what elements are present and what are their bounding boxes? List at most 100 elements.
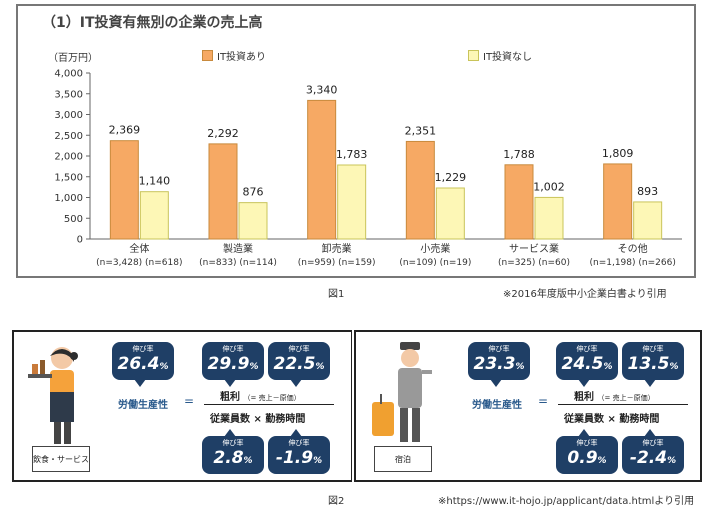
equals-sign: =	[538, 394, 549, 408]
bar-value-label: 1,229	[435, 171, 467, 184]
chart-title: （1）IT投資有無別の企業の売上高	[42, 15, 263, 31]
numerator-label: 粗利	[220, 392, 240, 403]
bar-value-label: 3,340	[306, 83, 338, 96]
percent-sign: %	[243, 456, 253, 466]
productivity-panel-lodging: 宿泊 伸び率 23.3% 労働生産性 = 伸び率 24.5% 伸び率 13.5%…	[354, 330, 702, 482]
bar-value-label: 876	[243, 186, 264, 199]
bellhop-illustration-icon	[372, 342, 432, 442]
growth-label: 伸び率	[576, 345, 598, 353]
growth-label: 伸び率	[488, 345, 510, 353]
growth-value: 2.8	[213, 448, 244, 468]
percent-sign: %	[315, 362, 325, 372]
bar-value-label: 2,292	[207, 127, 239, 140]
fraction-line	[558, 404, 688, 405]
figure1-caption: 図1	[328, 289, 345, 300]
figure1-source: ※2016年度版中小企業白書より引用	[503, 289, 667, 300]
growth-bubble-employees: 伸び率 2.8%	[202, 429, 264, 474]
legend-label-it-yes: IT投資あり	[217, 52, 267, 63]
bar-value-label: 1,140	[139, 175, 171, 188]
category-sample-size: (n=833) (n=114)	[199, 258, 277, 268]
figure2-source: ※https://www.it-hojo.jp/applicant/data.h…	[438, 496, 695, 507]
legend-it-no: IT投資なし	[468, 48, 532, 63]
growth-bubble-sales-cost: 伸び率 22.5%	[268, 342, 330, 387]
growth-value: -1.9	[275, 448, 314, 468]
percent-sign: %	[159, 362, 169, 372]
growth-label: 伸び率	[288, 439, 310, 447]
y-tick-label: 0	[77, 235, 83, 246]
growth-value: 22.5	[273, 354, 316, 374]
y-axis-unit: （百万円）	[48, 52, 98, 64]
bar-it-no	[238, 202, 268, 240]
growth-label: 伸び率	[642, 439, 664, 447]
growth-bubble-gross-profit: 伸び率 29.9%	[202, 342, 264, 387]
percent-sign: %	[669, 362, 679, 372]
legend-swatch-it-yes	[202, 50, 213, 61]
growth-value: 23.3	[473, 354, 516, 374]
bar-value-label: 2,369	[109, 124, 141, 137]
growth-value: -2.4	[629, 448, 668, 468]
category-label: サービス業	[509, 242, 559, 255]
growth-label: 伸び率	[576, 439, 598, 447]
growth-bubble-productivity: 伸び率 23.3%	[468, 342, 530, 387]
numerator: 粗利 （= 売上－原価）	[220, 388, 301, 403]
percent-sign: %	[597, 456, 607, 466]
numerator-note: （= 売上－原価）	[243, 394, 301, 402]
bar-it-yes	[109, 140, 139, 240]
numerator-label: 粗利	[574, 392, 594, 403]
growth-bubble-hours: 伸び率 -1.9%	[268, 429, 330, 474]
category-sample-size: (n=325) (n=60)	[498, 258, 570, 268]
category-sample-size: (n=1,198) (n=266)	[589, 258, 675, 268]
category-label: 卸売業	[322, 242, 352, 255]
percent-sign: %	[667, 456, 677, 466]
figure1-frame: （1）IT投資有無別の企業の売上高 IT投資あり IT投資なし （百万円） 0 50…	[16, 4, 696, 278]
y-tick-label: 2,500	[54, 131, 83, 142]
growth-label: 伸び率	[288, 345, 310, 353]
percent-sign: %	[313, 456, 323, 466]
growth-bubble-sales-cost: 伸び率 13.5%	[622, 342, 684, 387]
productivity-label: 労働生産性	[472, 400, 522, 411]
bar-it-no	[337, 164, 367, 240]
bar-it-yes	[208, 143, 238, 240]
bar-it-no	[435, 187, 465, 240]
growth-value: 13.5	[627, 354, 670, 374]
category-sample-size: (n=109) (n=19)	[399, 258, 471, 268]
category-label: 小売業	[420, 242, 450, 255]
bar-it-yes	[405, 140, 435, 240]
y-tick-label: 1,500	[54, 172, 83, 183]
growth-value: 24.5	[561, 354, 604, 374]
growth-label: 伸び率	[132, 345, 154, 353]
industry-tag: 宿泊	[374, 446, 432, 472]
growth-label: 伸び率	[222, 345, 244, 353]
y-tick-label: 2,000	[54, 152, 83, 163]
bar-it-yes	[307, 99, 337, 240]
bar-value-label: 2,351	[405, 124, 437, 137]
percent-sign: %	[515, 362, 525, 372]
bar-it-yes	[603, 163, 633, 240]
growth-bubble-productivity: 伸び率 26.4%	[112, 342, 174, 387]
bar-it-no	[633, 201, 663, 240]
bar-it-yes	[504, 164, 534, 240]
productivity-label: 労働生産性	[118, 400, 168, 411]
growth-value: 29.9	[207, 354, 250, 374]
numerator: 粗利 （= 売上－原価）	[574, 388, 655, 403]
growth-bubble-hours: 伸び率 -2.4%	[622, 429, 684, 474]
y-tick-label: 500	[64, 214, 83, 225]
bar-value-label: 893	[637, 185, 658, 198]
growth-bubble-gross-profit: 伸び率 24.5%	[556, 342, 618, 387]
y-tick-label: 4,000	[54, 69, 83, 80]
bar-value-label: 1,783	[336, 148, 368, 161]
category-sample-size: (n=3,428) (n=618)	[96, 258, 182, 268]
growth-value: 26.4	[117, 354, 160, 374]
category-label: その他	[618, 242, 648, 255]
y-tick-label: 3,500	[54, 89, 83, 100]
growth-value: 0.9	[567, 448, 598, 468]
numerator-note: （= 売上－原価）	[597, 394, 655, 402]
legend-it-yes: IT投資あり	[202, 48, 266, 63]
bar-it-no	[534, 196, 564, 240]
category-label: 製造業	[223, 242, 253, 255]
growth-label: 伸び率	[642, 345, 664, 353]
waitress-illustration-icon	[28, 347, 78, 444]
y-tick-label: 3,000	[54, 110, 83, 121]
bar-chart: （百万円） 0 500 1,000 1,500 2,000 2,500 3,000 3,500 4…	[48, 52, 682, 268]
bar-value-label: 1,788	[503, 148, 535, 161]
